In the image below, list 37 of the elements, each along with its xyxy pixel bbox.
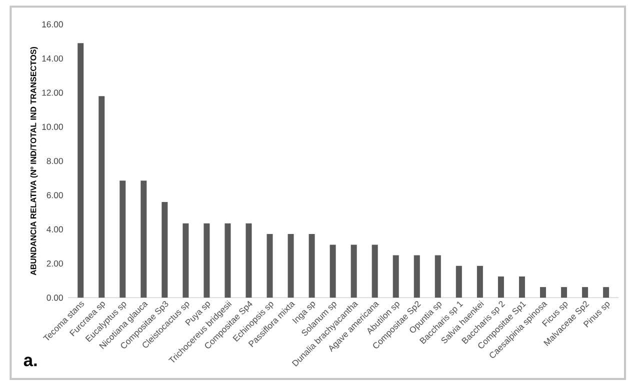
- bar: [120, 180, 126, 298]
- bar: [330, 244, 336, 298]
- bar: [288, 234, 294, 298]
- y-tick-label: 0.00: [46, 294, 63, 301]
- bar: [434, 255, 441, 298]
- y-tick-label: 10.00: [42, 124, 63, 130]
- bar: [308, 234, 315, 298]
- bar: [162, 202, 168, 298]
- bar: [540, 287, 546, 298]
- bar: [98, 96, 105, 298]
- text: a.: [24, 356, 37, 366]
- bar: [140, 180, 147, 298]
- y-tick-label: 16.00: [42, 21, 63, 28]
- y-tick-label: 4.00: [46, 226, 63, 232]
- bar: [603, 287, 610, 298]
- bar: [392, 255, 399, 298]
- y-tick-label: 14.00: [42, 55, 63, 62]
- y-tick-label: 6.00: [46, 192, 63, 198]
- bar: [414, 255, 420, 298]
- bar: [476, 266, 483, 298]
- bar: [518, 276, 525, 298]
- y-tick-label: 12.00: [42, 90, 63, 96]
- bar: [582, 287, 588, 298]
- y-tick-label: 8.00: [46, 158, 63, 164]
- bar: [350, 244, 357, 298]
- bar: [246, 223, 252, 298]
- bar: [266, 234, 273, 298]
- bar: [456, 266, 462, 298]
- bar: [78, 43, 84, 298]
- bar: [561, 287, 568, 298]
- bar: [372, 244, 378, 298]
- bar: [204, 223, 210, 298]
- bar: [498, 276, 504, 298]
- bar: [224, 223, 231, 298]
- bar: [182, 223, 189, 298]
- y-tick-label: 2.00: [46, 260, 63, 267]
- y-axis-title: ABUNDANCIA RELATIVA (Nº IND/TOTAL IND TRANSECTOS): [30, 46, 38, 276]
